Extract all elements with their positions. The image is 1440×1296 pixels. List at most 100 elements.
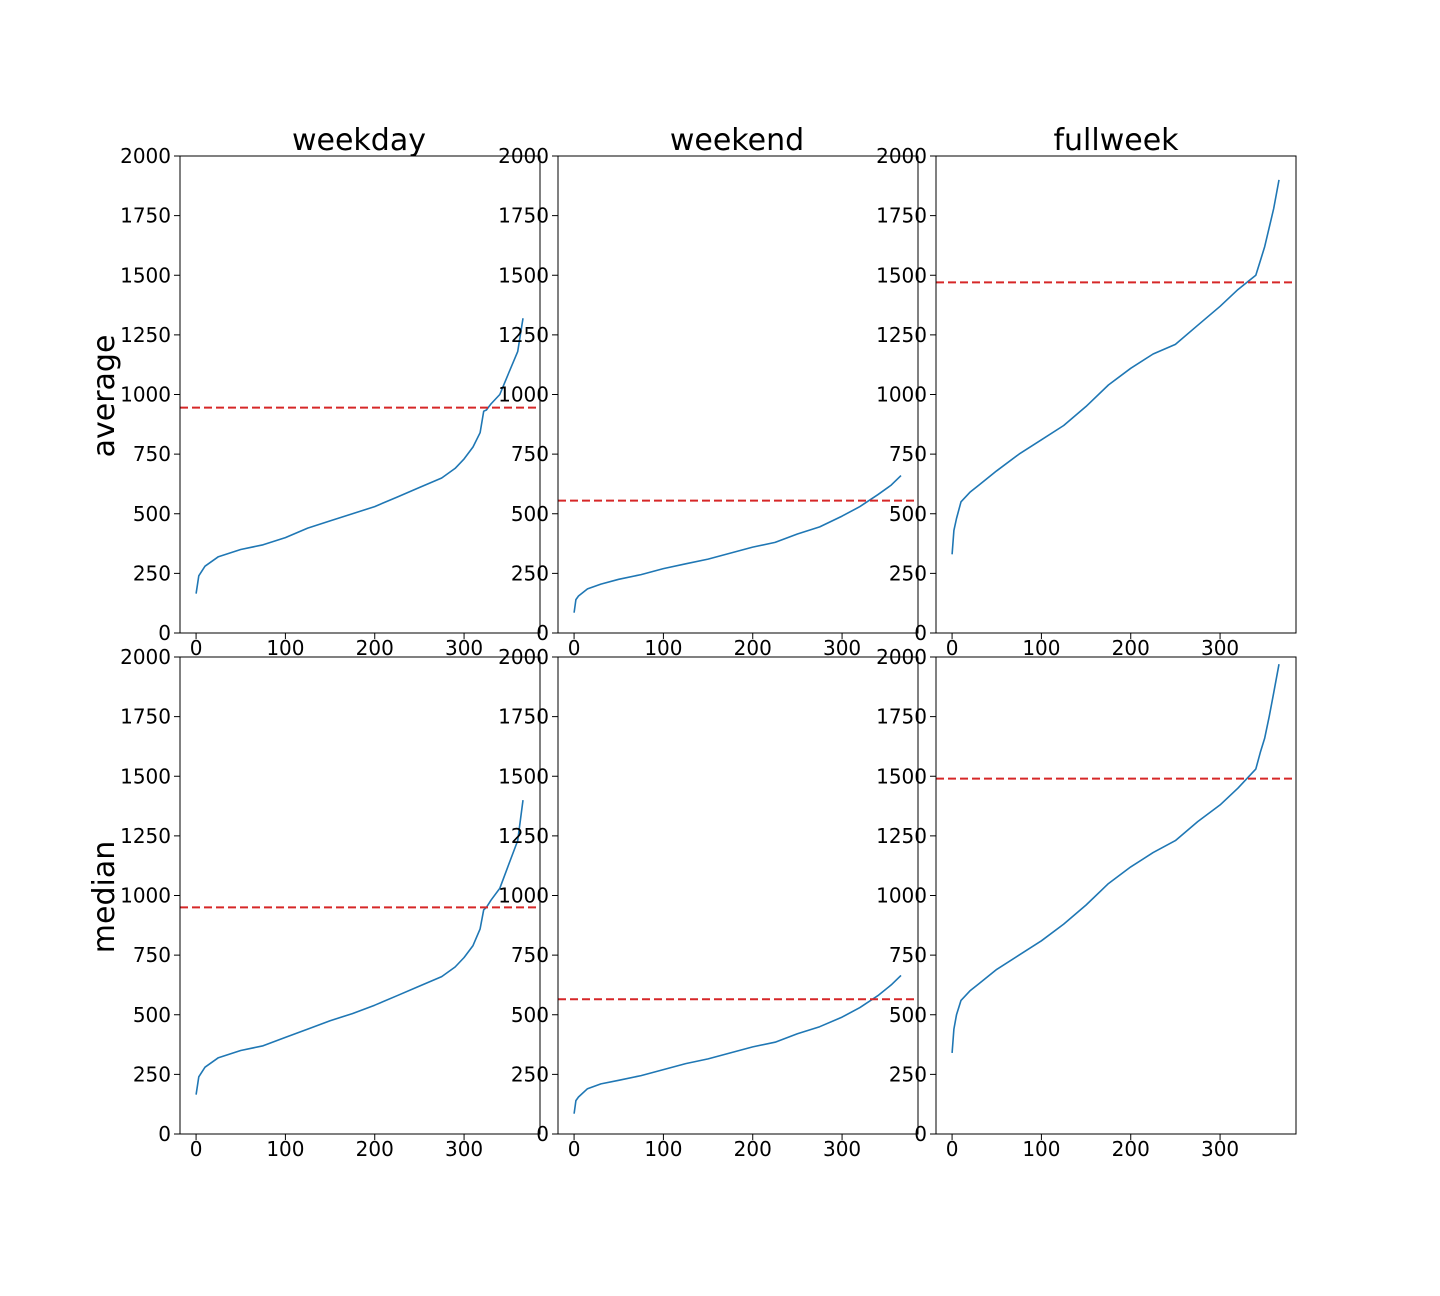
y-tick-label: 750 <box>133 442 171 466</box>
y-tick-label: 2000 <box>876 645 927 669</box>
y-tick-label: 250 <box>133 561 171 585</box>
y-tick-label: 1000 <box>876 383 927 407</box>
series-line <box>195 318 524 594</box>
subplot-median-weekend: 0 250 500 750 1000 1250 1500 1750 2000 0 100 200 300 <box>498 645 919 1161</box>
x-tick-label: 100 <box>266 636 304 660</box>
x-tick-label: 200 <box>356 1137 394 1161</box>
y-tick-label: 500 <box>889 502 927 526</box>
y-tick-label: 500 <box>133 1003 171 1027</box>
y-tick-label: 2000 <box>120 144 171 168</box>
y-tick-label: 500 <box>511 1003 549 1027</box>
y-tick-label: 750 <box>889 442 927 466</box>
series-line <box>951 179 1280 555</box>
x-tick-label: 100 <box>644 1137 682 1161</box>
y-tick-label: 0 <box>158 1122 171 1146</box>
y-tick-label: 1250 <box>120 323 171 347</box>
y-tick-label: 750 <box>511 442 549 466</box>
x-tick-label: 200 <box>356 636 394 660</box>
x-tick-label: 300 <box>445 636 483 660</box>
y-tick-label: 0 <box>536 1122 549 1146</box>
y-tick-label: 1250 <box>120 824 171 848</box>
y-tick-label: 1000 <box>498 383 549 407</box>
x-tick-label: 200 <box>1112 636 1150 660</box>
y-tick-label: 1000 <box>120 383 171 407</box>
x-tick-label: 300 <box>1201 636 1239 660</box>
y-tick-label: 250 <box>511 561 549 585</box>
axes-frame <box>179 155 541 634</box>
series-line <box>573 974 902 1114</box>
y-tick-label: 750 <box>889 943 927 967</box>
x-tick-label: 0 <box>946 1137 959 1161</box>
subplot-average-weekend: 0 250 500 750 1000 1250 1500 1750 2000 0 100 200 300 <box>498 144 919 660</box>
y-tick-label: 1250 <box>498 824 549 848</box>
x-tick-label: 100 <box>266 1137 304 1161</box>
y-tick-label: 1000 <box>120 884 171 908</box>
y-tick-label: 1250 <box>876 824 927 848</box>
x-tick-label: 100 <box>1022 1137 1060 1161</box>
y-tick-label: 750 <box>511 943 549 967</box>
y-tick-label: 0 <box>158 621 171 645</box>
x-tick-label: 300 <box>823 636 861 660</box>
x-tick-label: 0 <box>946 636 959 660</box>
y-tick-label: 250 <box>133 1062 171 1086</box>
subplot-average-fullweek: 0 250 500 750 1000 1250 1500 1750 2000 0 100 200 300 <box>876 144 1297 660</box>
y-tick-label: 1250 <box>876 323 927 347</box>
y-tick-label: 250 <box>511 1062 549 1086</box>
axes-frame <box>935 656 1297 1135</box>
y-tick-label: 1750 <box>120 204 171 228</box>
x-tick-label: 200 <box>1112 1137 1150 1161</box>
y-tick-label: 1750 <box>498 204 549 228</box>
x-tick-label: 0 <box>190 636 203 660</box>
x-tick-label: 200 <box>734 1137 772 1161</box>
x-tick-label: 0 <box>568 636 581 660</box>
y-tick-label: 1750 <box>876 204 927 228</box>
subplot-median-weekday: 0 250 500 750 1000 1250 1500 1750 2000 0 100 200 300 <box>120 645 541 1161</box>
x-tick-label: 0 <box>568 1137 581 1161</box>
y-tick-label: 250 <box>889 1062 927 1086</box>
x-tick-label: 300 <box>823 1137 861 1161</box>
subplot-average-weekday: 0 250 500 750 1000 1250 1500 1750 2000 0 100 200 300 <box>120 144 541 660</box>
y-tick-label: 1750 <box>498 705 549 729</box>
y-tick-label: 500 <box>511 502 549 526</box>
axes-frame <box>179 656 541 1135</box>
y-tick-label: 1500 <box>876 764 927 788</box>
y-tick-label: 0 <box>536 621 549 645</box>
y-tick-label: 1500 <box>876 263 927 287</box>
y-tick-label: 500 <box>133 502 171 526</box>
x-tick-label: 200 <box>734 636 772 660</box>
axes-frame <box>557 155 919 634</box>
y-tick-label: 1000 <box>498 884 549 908</box>
column-title-weekend: weekend <box>670 123 804 158</box>
y-tick-label: 1250 <box>498 323 549 347</box>
axes-frame <box>935 155 1297 634</box>
y-tick-label: 1500 <box>120 764 171 788</box>
subplot-median-fullweek: 0 250 500 750 1000 1250 1500 1750 2000 0 100 200 300 <box>876 645 1297 1161</box>
y-tick-label: 0 <box>914 1122 927 1146</box>
y-tick-label: 1750 <box>120 705 171 729</box>
y-tick-label: 2000 <box>120 645 171 669</box>
y-tick-label: 2000 <box>498 645 549 669</box>
x-tick-label: 100 <box>1022 636 1060 660</box>
y-tick-label: 0 <box>914 621 927 645</box>
y-tick-label: 2000 <box>876 144 927 168</box>
x-tick-label: 100 <box>644 636 682 660</box>
column-title-weekday: weekday <box>292 123 426 158</box>
x-tick-label: 0 <box>190 1137 203 1161</box>
y-tick-label: 1500 <box>498 764 549 788</box>
y-tick-label: 750 <box>133 943 171 967</box>
y-tick-label: 2000 <box>498 144 549 168</box>
series-line <box>195 799 524 1095</box>
y-tick-label: 500 <box>889 1003 927 1027</box>
row-label-median: median <box>87 841 122 953</box>
axes-frame <box>557 656 919 1135</box>
y-tick-label: 250 <box>889 561 927 585</box>
series-line <box>951 664 1280 1053</box>
y-tick-label: 1750 <box>876 705 927 729</box>
series-line <box>573 475 902 613</box>
y-tick-label: 1000 <box>876 884 927 908</box>
y-tick-label: 1500 <box>498 263 549 287</box>
x-tick-label: 300 <box>1201 1137 1239 1161</box>
